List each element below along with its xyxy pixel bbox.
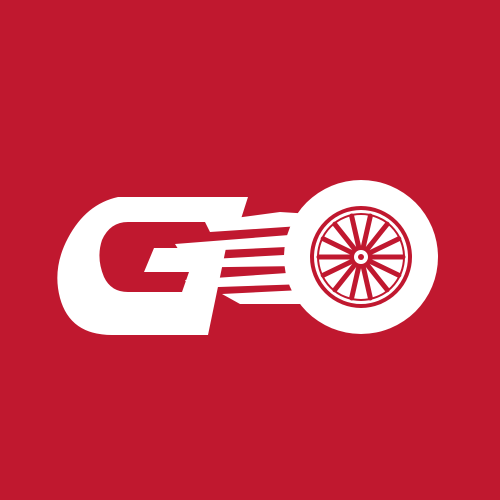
wheel-spoke [368, 259, 402, 278]
wheel-icon [284, 180, 438, 334]
wheel-spoke [320, 259, 354, 278]
wheel-spoke [349, 265, 362, 301]
wheel-spoke [349, 213, 362, 249]
wheel-spoke [332, 221, 357, 251]
wheel-spoke [360, 265, 373, 301]
speed-lines-icon [158, 212, 314, 304]
wheel-spoke [365, 263, 390, 293]
wheel-spoke [360, 213, 373, 249]
wheel-spoke [320, 236, 354, 255]
letter-g-icon [57, 197, 249, 335]
wheel-spoke [332, 263, 357, 293]
wheel-spoke [365, 221, 390, 251]
wheel-spoke [368, 236, 402, 255]
